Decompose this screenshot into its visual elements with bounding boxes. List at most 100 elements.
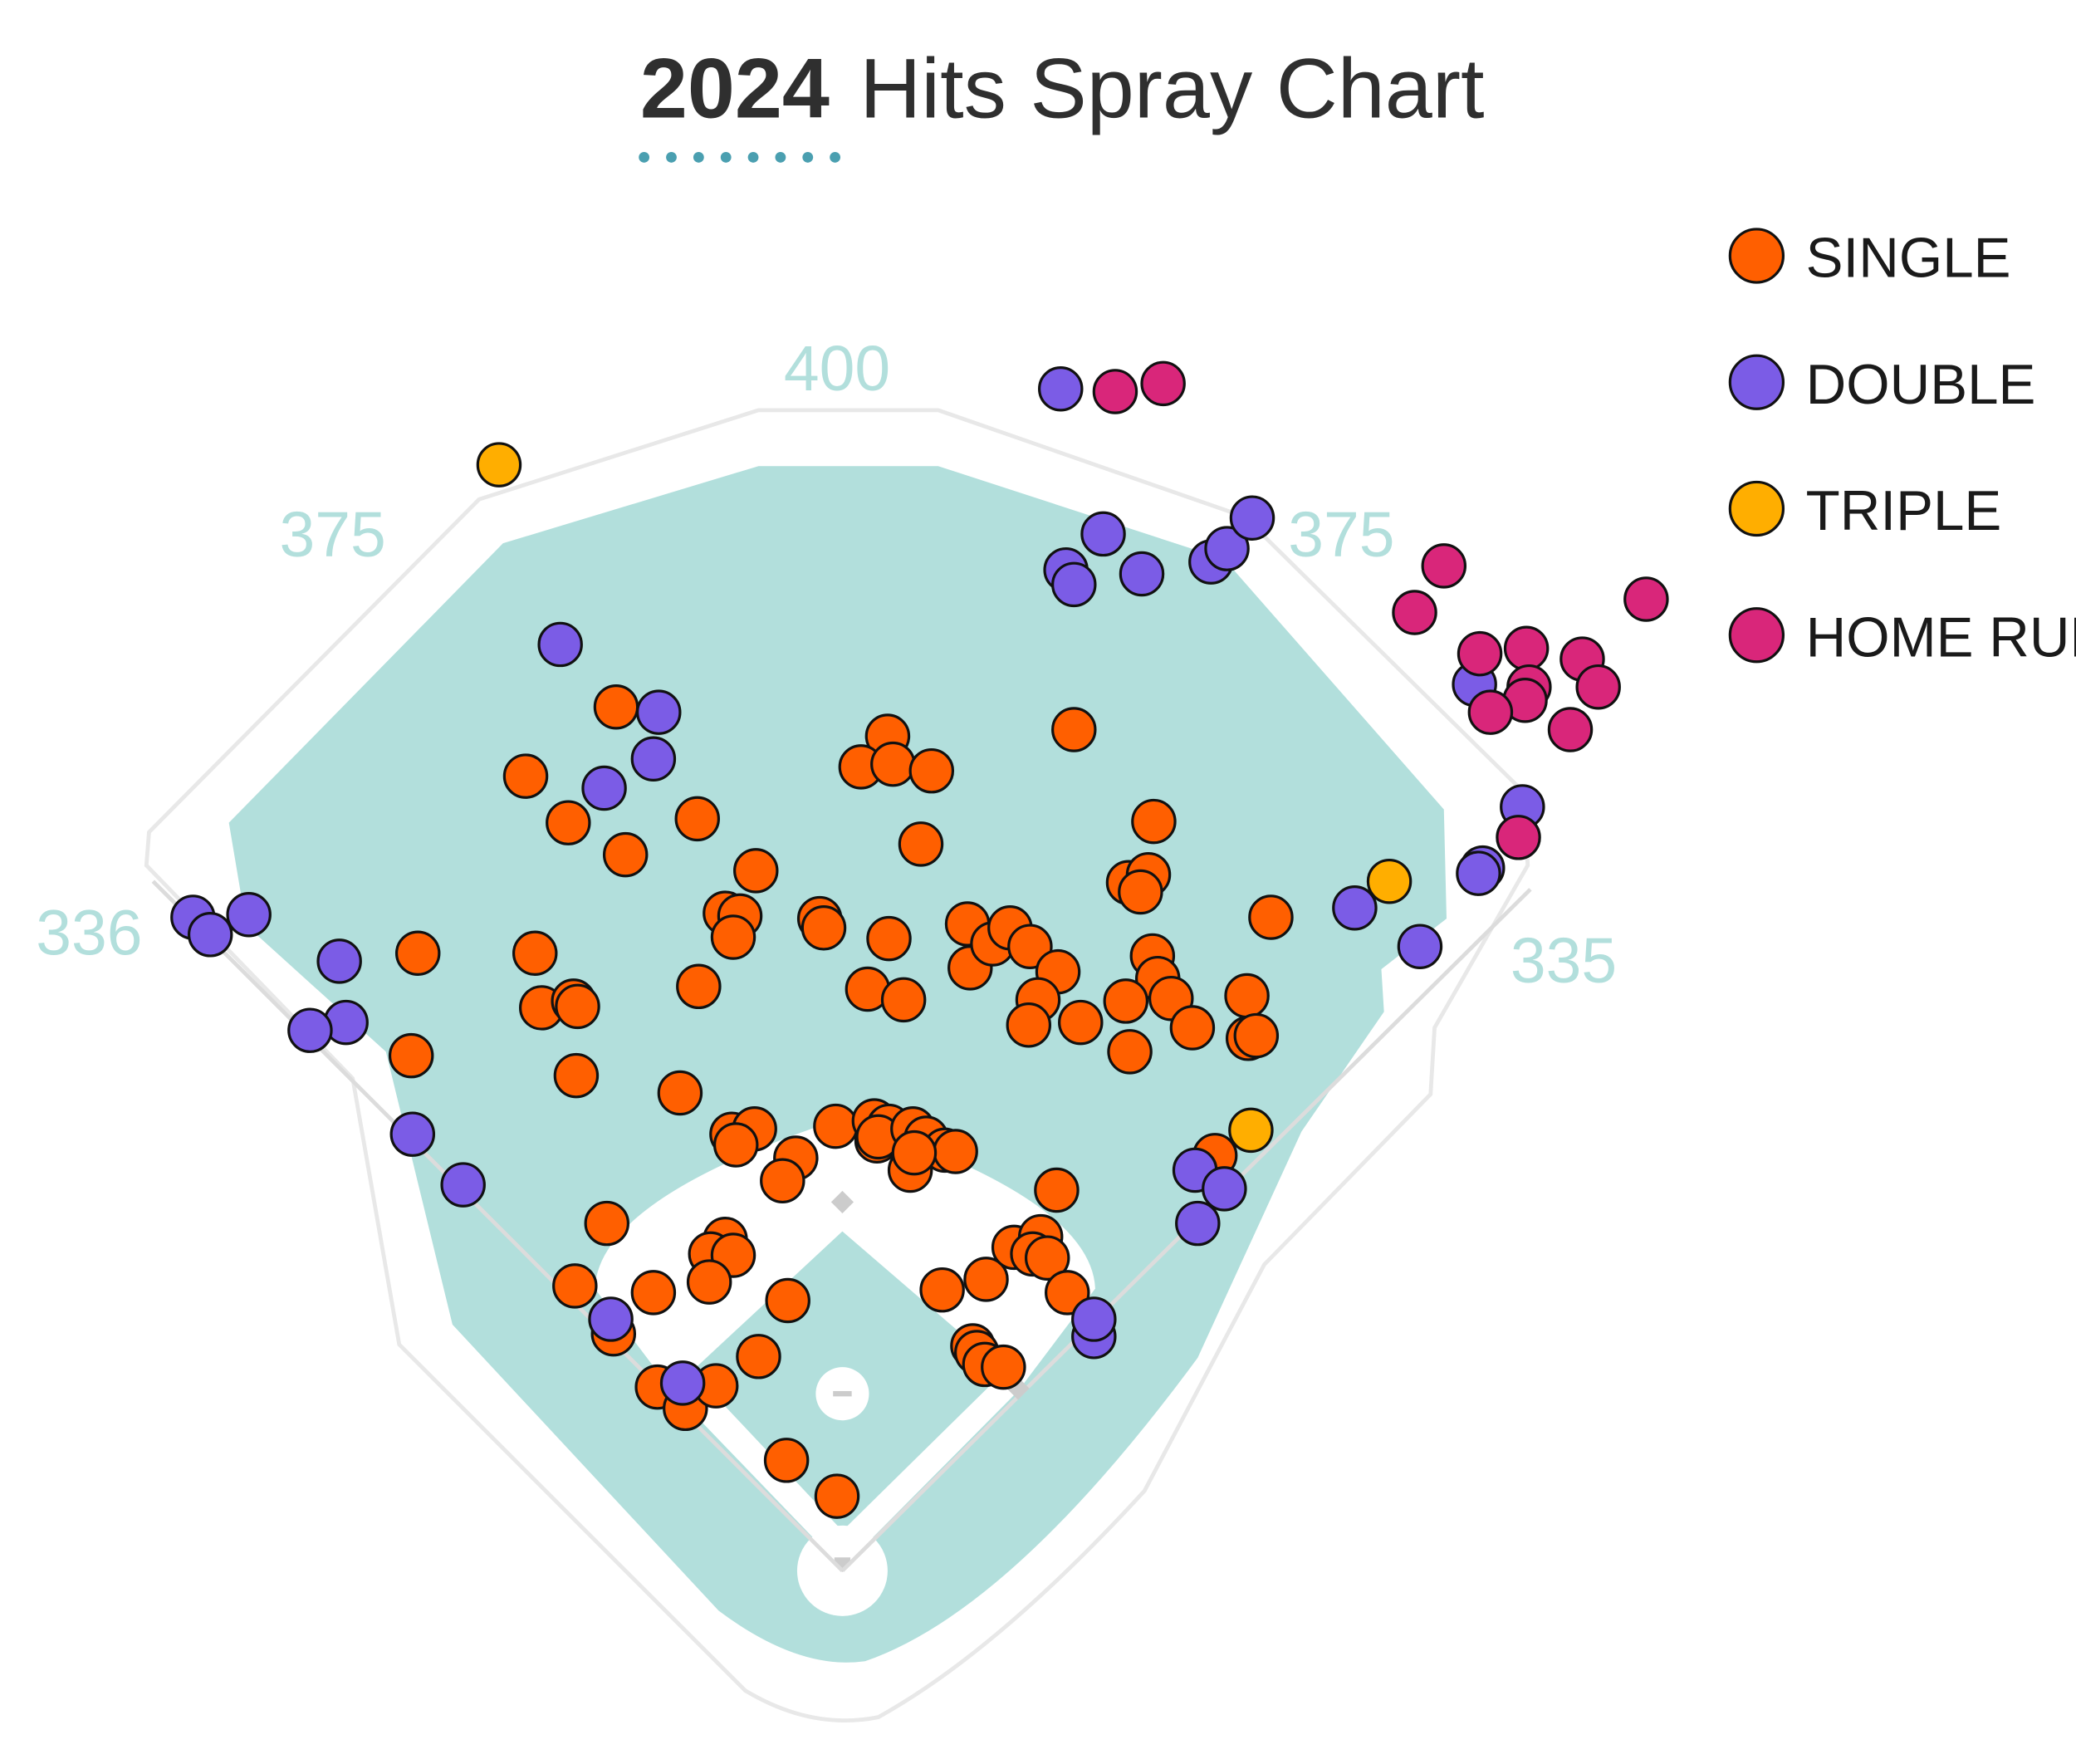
hit-point-home-run[interactable] <box>1467 689 1514 735</box>
hit-point-double[interactable] <box>226 892 272 938</box>
hit-point-double[interactable] <box>1332 885 1378 931</box>
hit-point-double[interactable] <box>588 1296 634 1342</box>
hit-point-single[interactable] <box>981 1344 1026 1390</box>
hit-point-single[interactable] <box>733 848 779 894</box>
hit-point-single[interactable] <box>1169 1005 1216 1051</box>
hit-point-triple[interactable] <box>1228 1107 1274 1154</box>
hit-point-triple[interactable] <box>476 442 522 488</box>
hit-point-single[interactable] <box>686 1259 732 1305</box>
hit-point-single[interactable] <box>502 753 549 799</box>
legend-item-single[interactable]: SINGLE <box>1728 228 2011 290</box>
hit-point-home-run[interactable] <box>1457 630 1503 677</box>
hit-point-single[interactable] <box>553 1052 600 1099</box>
hit-point-double[interactable] <box>1071 1296 1117 1342</box>
hit-point-single[interactable] <box>1103 978 1149 1024</box>
hit-point-single[interactable] <box>552 1263 598 1309</box>
hit-point-double[interactable] <box>1229 495 1275 541</box>
hit-point-double[interactable] <box>389 1111 436 1157</box>
hit-point-home-run[interactable] <box>1503 625 1550 671</box>
legend: SINGLE DOUBLE TRIPLE HOME RUN <box>1728 228 2076 669</box>
legend-label-single: SINGLE <box>1806 228 2011 290</box>
hit-point-double[interactable] <box>630 736 677 782</box>
hit-point-single[interactable] <box>630 1270 677 1316</box>
hit-point-single[interactable] <box>388 1032 434 1079</box>
legend-label-triple: TRIPLE <box>1806 480 2002 542</box>
hit-point-single[interactable] <box>710 914 756 960</box>
hit-point-single[interactable] <box>674 796 720 842</box>
hit-point-single[interactable] <box>765 1277 810 1324</box>
hit-point-single[interactable] <box>1131 798 1177 845</box>
hit-point-double[interactable] <box>1204 526 1250 571</box>
hit-point-single[interactable] <box>813 1103 859 1149</box>
hit-point-home-run[interactable] <box>1421 543 1467 589</box>
hit-point-double[interactable] <box>1202 1166 1247 1212</box>
hit-point-home-run[interactable] <box>1496 815 1541 860</box>
hit-point-single[interactable] <box>880 977 927 1023</box>
hit-point-double[interactable] <box>659 1360 706 1406</box>
hit-point-single[interactable] <box>908 747 955 794</box>
legend-marker-double <box>1728 354 1785 410</box>
hit-point-single[interactable] <box>593 684 639 730</box>
hit-point-single[interactable] <box>814 1473 860 1519</box>
hit-point-double[interactable] <box>1119 551 1165 597</box>
hit-point-double[interactable] <box>187 912 233 958</box>
hit-point-single[interactable] <box>891 1129 938 1176</box>
hit-point-single[interactable] <box>963 1257 1009 1302</box>
hit-point-single[interactable] <box>1007 924 1053 969</box>
hit-point-double[interactable] <box>636 689 682 735</box>
hit-point-single[interactable] <box>1051 707 1097 752</box>
hit-point-single[interactable] <box>676 963 722 1010</box>
legend-item-home-run[interactable]: HOME RUN <box>1728 606 2076 669</box>
hit-point-double[interactable] <box>1080 511 1126 557</box>
chart-title: 2024 Hits Spray Chart <box>639 40 1484 163</box>
hit-point-single[interactable] <box>760 1158 805 1204</box>
hit-point-double[interactable] <box>1051 561 1097 608</box>
hit-point-home-run[interactable] <box>1623 576 1669 622</box>
hit-point-single[interactable] <box>1006 1002 1052 1048</box>
hit-point-double[interactable] <box>440 1162 486 1208</box>
hit-point-single[interactable] <box>736 1334 781 1379</box>
hit-point-single[interactable] <box>801 905 847 951</box>
hit-point-single[interactable] <box>602 831 649 878</box>
hit-point-single[interactable] <box>898 821 944 867</box>
hit-point-double[interactable] <box>316 938 362 984</box>
legend-label-home-run: HOME RUN <box>1806 606 2076 669</box>
hit-point-single[interactable] <box>1118 869 1163 915</box>
hit-point-single[interactable] <box>1024 1235 1070 1281</box>
hit-point-home-run[interactable] <box>1575 664 1621 710</box>
hit-point-home-run[interactable] <box>1547 707 1594 752</box>
hit-point-home-run[interactable] <box>1140 360 1186 407</box>
hit-point-triple[interactable] <box>1366 858 1413 904</box>
hit-point-single[interactable] <box>870 741 916 787</box>
hit-point-single[interactable] <box>1107 1029 1153 1075</box>
hit-point-single[interactable] <box>584 1200 630 1247</box>
hit-point-double[interactable] <box>1456 850 1501 896</box>
hit-point-single[interactable] <box>546 800 591 845</box>
hit-point-single[interactable] <box>394 930 441 976</box>
hit-point-single[interactable] <box>919 1267 965 1313</box>
hit-point-home-run[interactable] <box>1092 369 1138 414</box>
legend-marker-single <box>1728 228 1785 284</box>
hit-point-single[interactable] <box>1233 1012 1280 1059</box>
hit-point-double[interactable] <box>1175 1200 1221 1247</box>
hit-point-double[interactable] <box>287 1007 333 1053</box>
hit-point-single[interactable] <box>512 930 558 976</box>
hit-point-home-run[interactable] <box>1392 590 1437 635</box>
hit-point-single[interactable] <box>555 983 600 1030</box>
hit-point-single[interactable] <box>657 1070 703 1116</box>
legend-item-double[interactable]: DOUBLE <box>1728 354 2035 416</box>
hit-point-single[interactable] <box>933 1129 978 1174</box>
legend-item-triple[interactable]: TRIPLE <box>1728 480 2002 542</box>
hit-point-double[interactable] <box>1038 366 1084 412</box>
hit-point-single[interactable] <box>1058 999 1104 1046</box>
hit-point-single[interactable] <box>866 915 912 962</box>
hit-point-single[interactable] <box>1224 973 1270 1019</box>
hit-point-single[interactable] <box>1248 894 1294 940</box>
hit-point-single[interactable] <box>1034 1167 1080 1213</box>
hit-point-single[interactable] <box>763 1438 810 1483</box>
hit-point-single[interactable] <box>712 1122 759 1168</box>
hit-point-double[interactable] <box>1397 924 1443 969</box>
hit-point-double[interactable] <box>537 621 583 668</box>
hit-point-double[interactable] <box>581 765 627 811</box>
left-foul-line <box>151 880 845 1573</box>
